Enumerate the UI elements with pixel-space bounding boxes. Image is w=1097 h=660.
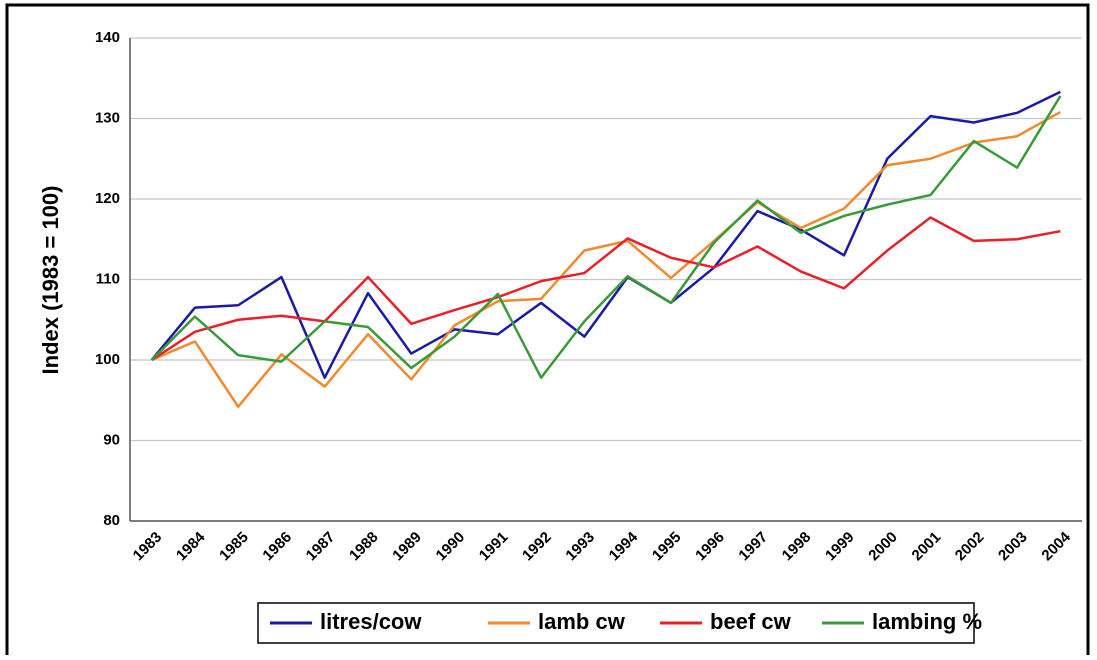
data-line — [150, 95, 1062, 379]
y-axis-label: Index (1983 = 100) — [38, 186, 63, 375]
legend-label: lambing % — [872, 609, 982, 634]
x-tick-label: 2003 — [995, 529, 1031, 565]
x-tick-label: 1985 — [216, 529, 252, 565]
y-tick-label: 130 — [95, 109, 120, 126]
data-line — [151, 110, 1061, 408]
y-tick-label: 110 — [96, 270, 120, 287]
x-tick-label: 2001 — [909, 529, 945, 565]
y-tick-label: 140 — [95, 29, 120, 46]
data-line — [150, 216, 1061, 362]
x-tick-label: 1986 — [259, 529, 295, 565]
y-tick-label: 100 — [95, 351, 120, 368]
data-line — [150, 90, 1061, 379]
x-tick-label: 1997 — [735, 529, 771, 565]
frame — [5, 3, 1090, 660]
x-tick-label: 1983 — [130, 529, 166, 565]
x-tick-label: 1992 — [519, 529, 555, 565]
x-tick-label: 1995 — [649, 529, 685, 565]
legend-label: beef cw — [710, 609, 792, 634]
x-tick-label: 1998 — [779, 529, 815, 565]
x-tick-label: 1989 — [389, 529, 425, 565]
x-tick-label: 1991 — [476, 529, 512, 565]
x-tick-label: 1996 — [692, 529, 728, 565]
x-tick-label: 1987 — [303, 529, 339, 565]
x-tick-label: 2004 — [1038, 528, 1074, 564]
y-tick-label: 120 — [95, 190, 120, 207]
x-tick-label: 1990 — [433, 529, 469, 565]
y-tick-label: 90 — [103, 431, 120, 448]
x-tick-label: 2000 — [865, 529, 901, 565]
x-tick-label: 2002 — [952, 529, 988, 565]
legend-label: lamb cw — [538, 609, 626, 634]
y-tick-label: 80 — [103, 512, 120, 529]
x-tick-label: 1993 — [562, 529, 598, 565]
legend-label: litres/cow — [320, 609, 422, 634]
x-tick-label: 1994 — [606, 528, 642, 564]
x-tick-label: 1988 — [346, 529, 382, 565]
x-tick-label: 1984 — [173, 528, 209, 564]
x-tick-label: 1999 — [822, 529, 858, 565]
